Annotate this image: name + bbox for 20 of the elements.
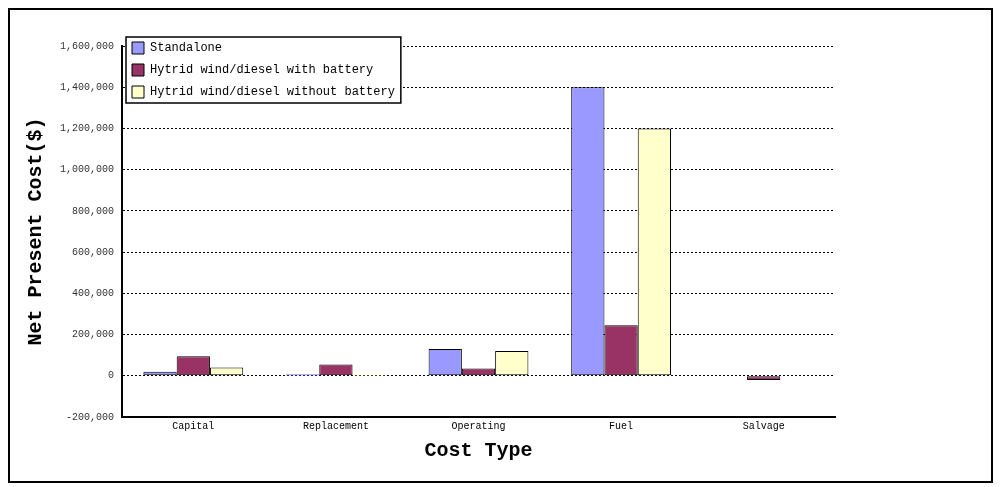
legend-label: Standalone (150, 41, 223, 56)
y-tick-label: 1,000,000 (59, 164, 115, 176)
y-tick-label: 200,000 (71, 329, 115, 341)
y-axis-title: Net Present Cost($) (24, 117, 48, 346)
y-tick-label: 1,400,000 (59, 81, 115, 93)
x-tick-label: Replacement (302, 420, 369, 432)
y-tick-label: 0 (107, 370, 115, 382)
y-tick-label: 600,000 (71, 246, 115, 258)
legend-label: Hytrid wind/diesel without battery (150, 85, 395, 100)
y-tick-label: 800,000 (71, 205, 115, 217)
legend-label: Hytrid wind/diesel with battery (150, 63, 374, 78)
y-tick-label: 1,600,000 (59, 40, 115, 52)
x-tick-label: Capital (172, 420, 215, 432)
x-axis-title: Cost Type (424, 439, 533, 463)
x-tick-label: Fuel (609, 420, 634, 432)
x-tick-label: Salvage (742, 420, 785, 432)
y-tick-label: 1,200,000 (59, 123, 115, 135)
x-tick-label: Operating (451, 420, 506, 432)
y-tick-label: -200,000 (65, 411, 115, 423)
y-tick-label: 400,000 (71, 287, 115, 299)
